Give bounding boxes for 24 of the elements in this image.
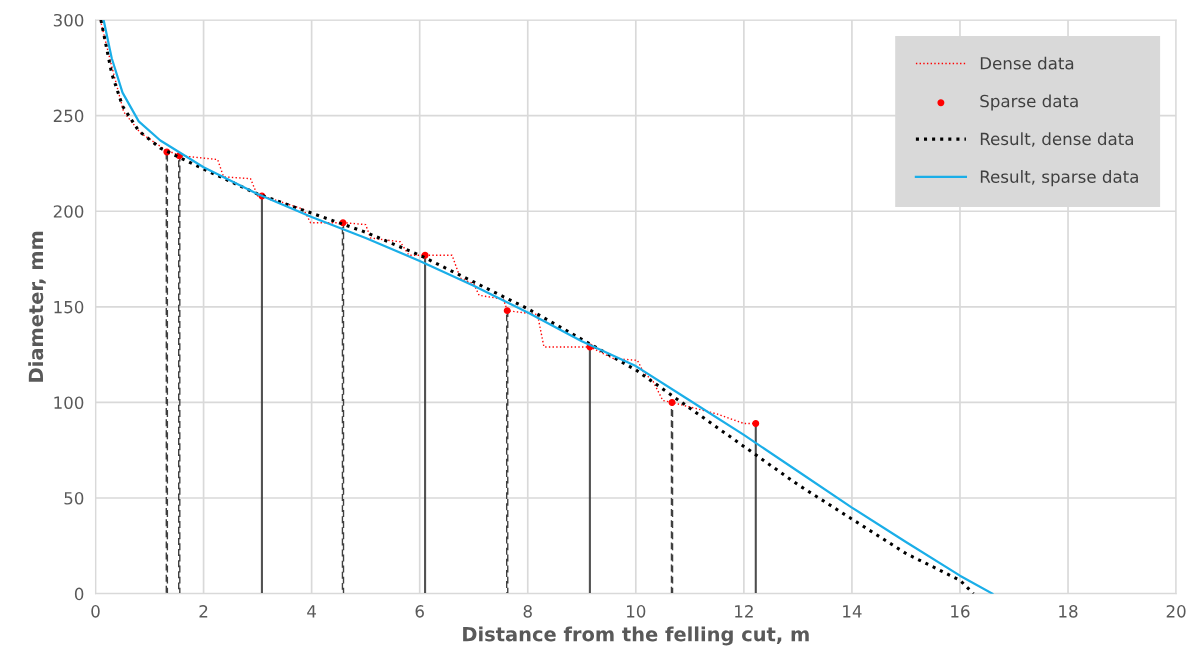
y-tick-label: 150 (54, 300, 84, 314)
legend-label: Result, dense data (980, 132, 1133, 147)
x-tick-label: 14 (843, 605, 862, 618)
y-axis-title: Diameter, mm (28, 231, 46, 382)
x-tick-label: 20 (1166, 605, 1186, 618)
x-tick-label: 10 (627, 605, 646, 618)
y-tick-label: 50 (64, 491, 84, 505)
y-tick-label: 0 (74, 587, 84, 601)
legend-label: Dense data (980, 56, 1074, 70)
legend-label: Sparse data (980, 94, 1078, 111)
y-tick-label: 300 (53, 13, 84, 27)
x-tick-label: 4 (307, 605, 316, 618)
x-tick-label: 2 (199, 605, 208, 618)
legend-label: Result, sparse data (980, 170, 1138, 187)
x-tick-label: 6 (415, 605, 424, 618)
y-tick-label: 250 (53, 109, 84, 123)
x-tick-label: 12 (735, 605, 753, 618)
x-tick-label: 18 (1059, 605, 1078, 618)
x-tick-label: 0 (91, 605, 100, 618)
x-axis-title: Distance from the felling cut, m (463, 626, 809, 646)
y-tick-label: 200 (53, 205, 84, 218)
x-tick-label: 16 (951, 605, 970, 618)
x-tick-label: 8 (523, 605, 532, 618)
y-tick-label: 100 (54, 396, 84, 409)
